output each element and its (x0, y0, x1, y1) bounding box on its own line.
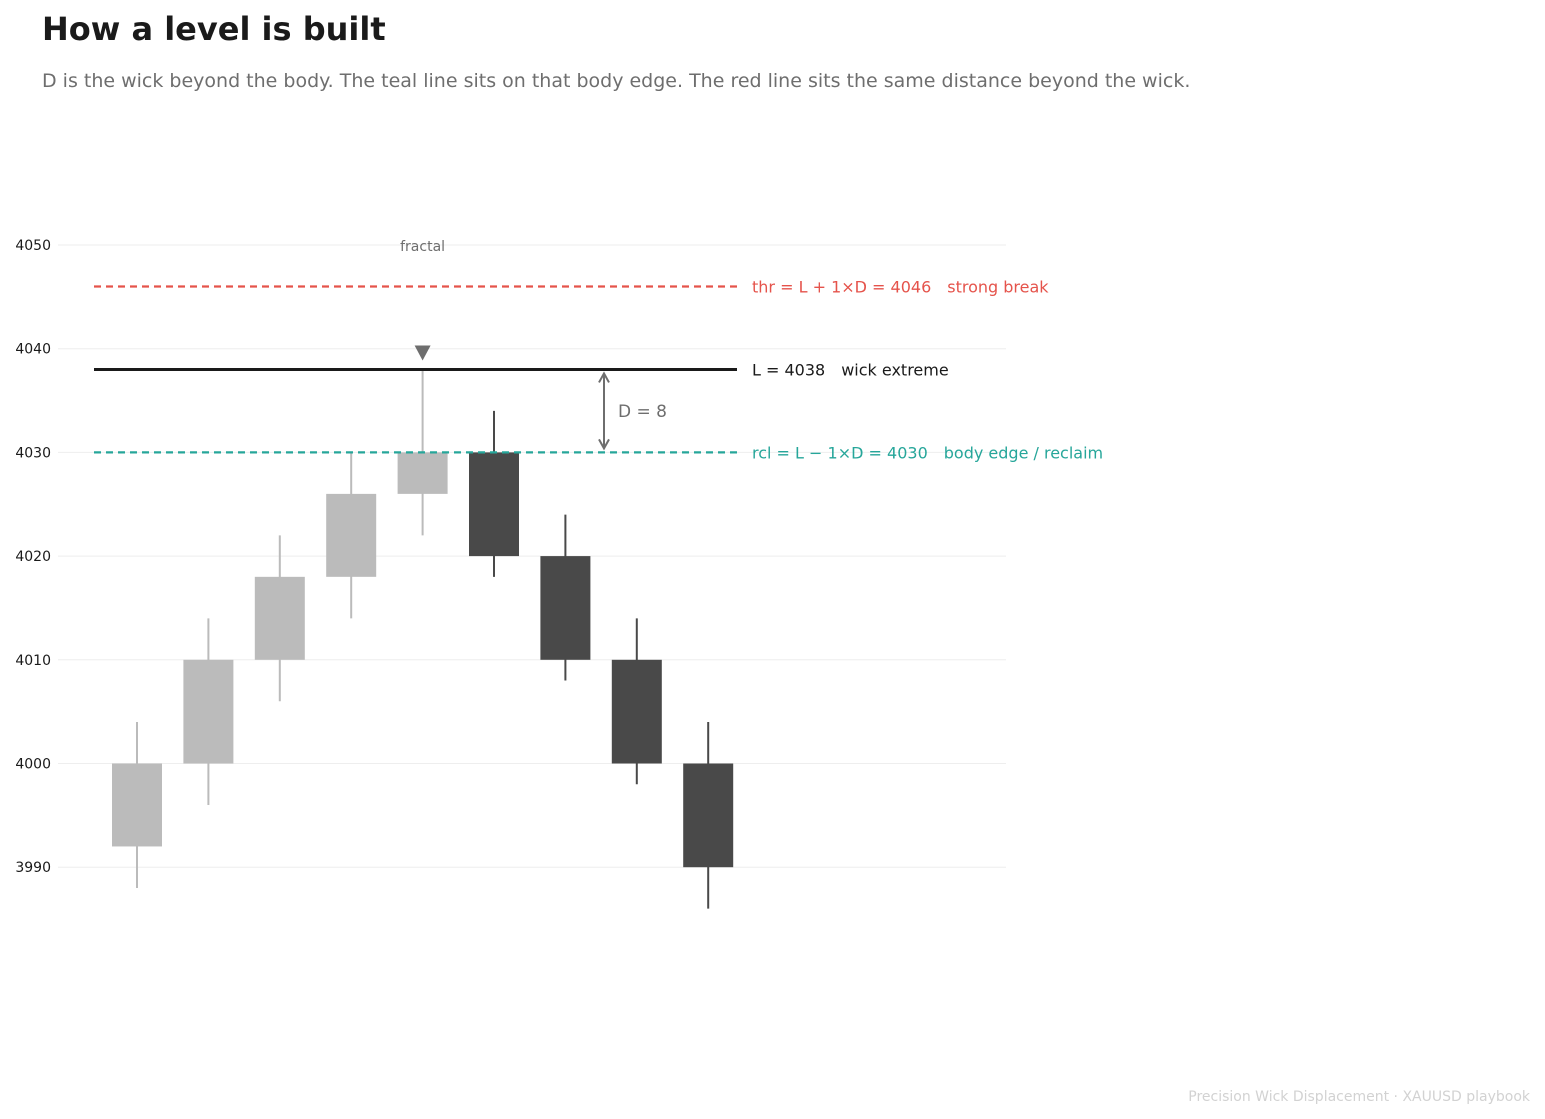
candle (254, 535, 305, 702)
candle-body (183, 659, 234, 764)
candle-body (469, 452, 519, 557)
candle-body (254, 576, 305, 660)
grid (58, 244, 1006, 868)
level-label-rcl: rcl = L − 1×D = 4030 body edge / reclaim (752, 443, 1103, 462)
level-label-L: L = 4038 wick extreme (752, 360, 949, 379)
annotations: fractal D = 8 (400, 239, 667, 451)
candle (183, 618, 234, 805)
y-tick-label: 4000 (15, 757, 51, 773)
candle-body (397, 452, 448, 494)
arrow-head-down (598, 438, 610, 451)
fractal-label: fractal (400, 239, 445, 255)
candle (469, 410, 519, 577)
footer-credit: Precision Wick Displacement · XAUUSD pla… (1188, 1089, 1530, 1105)
levels: thr = L + 1×D = 4046 strong break L = 4038… (94, 277, 1103, 462)
candle (540, 514, 591, 681)
chart-title: How a level is built (42, 10, 386, 48)
y-tick-label: 4010 (15, 653, 51, 669)
y-tick-label: 4040 (15, 342, 51, 358)
y-tick-label: 3990 (15, 860, 51, 876)
candles (112, 369, 734, 909)
candle-body (683, 763, 734, 868)
displacement-label: D = 8 (618, 402, 667, 422)
candle-body (611, 659, 662, 764)
arrow-head-up (598, 371, 610, 383)
fractal-marker (414, 345, 431, 361)
y-tick-label: 4030 (15, 445, 51, 461)
candle-body (112, 763, 162, 847)
candle (112, 722, 162, 888)
candle (683, 722, 734, 909)
y-axis: 4050 4040 4030 4020 4010 4000 3990 (15, 238, 51, 876)
y-tick-label: 4020 (15, 549, 51, 565)
level-label-thr: thr = L + 1×D = 4046 strong break (752, 277, 1049, 296)
candle-body (326, 493, 377, 577)
chart-subtitle: D is the wick beyond the body. The teal … (42, 70, 1191, 92)
candle (326, 452, 377, 619)
candle (611, 618, 662, 785)
y-tick-label: 4050 (15, 238, 51, 254)
candle-body (540, 556, 591, 660)
